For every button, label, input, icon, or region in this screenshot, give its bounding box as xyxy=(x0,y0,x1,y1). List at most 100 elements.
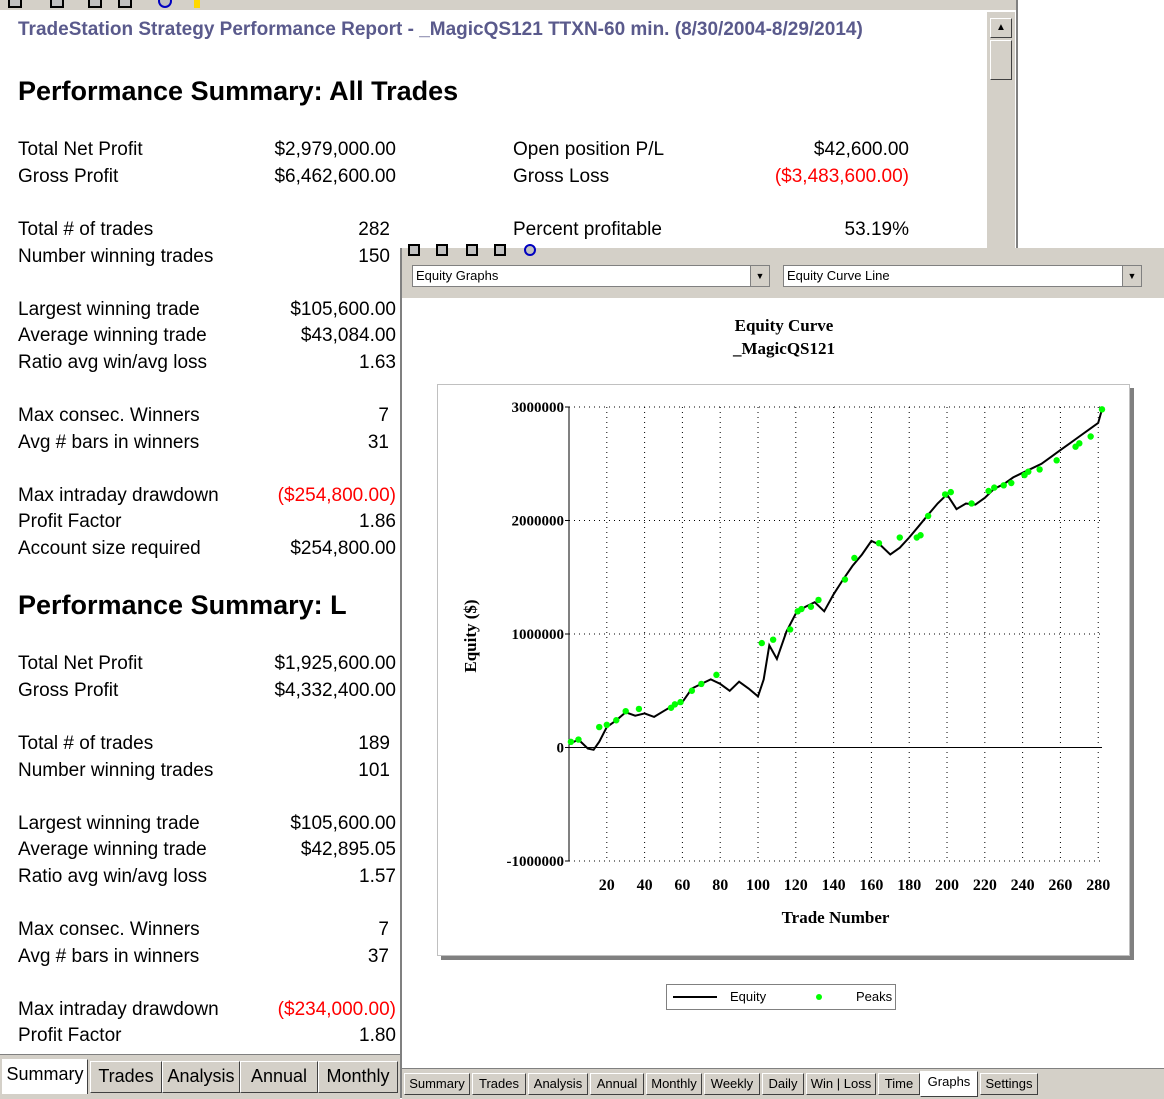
report-scrollbar[interactable]: ▲ xyxy=(986,12,1015,252)
toolbar-icon[interactable] xyxy=(494,244,506,256)
chart-frame: -1000000 0 1000000 2000000 3000000 20 40 60 80 10… xyxy=(437,384,1130,956)
section-heading-all-trades: Performance Summary: All Trades xyxy=(18,76,459,106)
scroll-up-icon[interactable]: ▲ xyxy=(990,18,1012,38)
peak-point xyxy=(603,721,611,728)
peak-point xyxy=(758,639,765,647)
label-long-total-trades: Total # of trades xyxy=(18,733,154,754)
toolbar-icon[interactable] xyxy=(118,0,132,8)
peak-point xyxy=(1000,482,1007,489)
chart-title-text: Equity Curve xyxy=(734,316,834,335)
value-average-winning-trade: $43,084.00 xyxy=(300,325,396,346)
x-tick-label: 80 xyxy=(712,877,728,894)
label-profit-factor: Profit Factor xyxy=(18,511,122,532)
graphs-tab-daily[interactable]: Daily xyxy=(762,1073,804,1095)
x-tick-label: 220 xyxy=(973,877,997,894)
graphs-tab-annual[interactable]: Annual xyxy=(590,1073,644,1095)
toolbar-icon[interactable] xyxy=(50,0,64,8)
report-tab-annual[interactable]: Annual xyxy=(240,1061,318,1093)
value-long-largest-winning-trade: $105,600.00 xyxy=(290,813,396,834)
x-tick-label: 160 xyxy=(859,877,883,894)
report-title: TradeStation Strategy Performance Report… xyxy=(18,19,863,40)
report-tab-bar: Summary Trades Analysis Annual Monthly xyxy=(0,1054,400,1099)
value-long-gross-profit: $4,332,400.00 xyxy=(274,680,396,701)
label-account-size: Account size required xyxy=(18,538,201,559)
y-tick-label: 2000000 xyxy=(512,514,565,530)
x-tick-label: 180 xyxy=(897,877,921,894)
graph-type-select[interactable]: Equity Graphs ▼ xyxy=(412,265,770,287)
graphs-tab-analysis[interactable]: Analysis xyxy=(528,1073,588,1095)
peak-point xyxy=(677,698,684,706)
help-icon[interactable] xyxy=(524,244,536,256)
peak-point xyxy=(713,671,720,679)
y-tick-label: 1000000 xyxy=(512,627,565,643)
value-max-intraday-drawdown: ($254,800.00) xyxy=(277,485,396,506)
toolbar-icon[interactable] xyxy=(466,244,478,256)
value-long-ratio-win-loss: 1.57 xyxy=(359,866,396,887)
peak-point xyxy=(1098,406,1106,413)
value-long-average-winning-trade: $42,895.05 xyxy=(300,839,396,860)
graphs-tab-summary[interactable]: Summary xyxy=(404,1073,470,1095)
graphs-tab-graphs[interactable]: Graphs xyxy=(920,1071,978,1097)
lightbulb-icon[interactable] xyxy=(194,0,200,8)
x-tick-label: 100 xyxy=(746,877,770,894)
peak-point xyxy=(698,680,705,688)
report-tab-monthly[interactable]: Monthly xyxy=(318,1061,398,1093)
label-long-largest-winning-trade: Largest winning trade xyxy=(18,813,200,834)
report-toolbar xyxy=(0,0,1016,10)
toolbar-icon[interactable] xyxy=(88,0,102,8)
label-open-position-pl: Open position P/L xyxy=(513,139,665,160)
label-percent-profitable: Percent profitable xyxy=(513,219,662,240)
scroll-thumb[interactable] xyxy=(990,40,1012,80)
peak-point xyxy=(941,491,949,498)
peak-point xyxy=(1076,440,1083,447)
value-long-avg-bars-winners: 37 xyxy=(367,946,389,967)
chart-legend: Equity Peaks xyxy=(666,984,896,1010)
peak-point xyxy=(1008,479,1015,487)
value-gross-profit: $6,462,600.00 xyxy=(274,166,396,187)
value-open-position-pl: $42,600.00 xyxy=(813,139,909,160)
x-axis-label: Trade Number xyxy=(782,908,890,927)
value-largest-winning-trade: $105,600.00 xyxy=(290,299,396,320)
peak-point xyxy=(1036,466,1043,473)
peak-point xyxy=(991,484,998,491)
peak-point xyxy=(798,605,805,613)
chevron-down-icon[interactable]: ▼ xyxy=(750,266,769,286)
toolbar-icon[interactable] xyxy=(408,244,420,256)
report-tab-analysis[interactable]: Analysis xyxy=(162,1061,240,1093)
toolbar-icon[interactable] xyxy=(436,244,448,256)
graph-style-select[interactable]: Equity Curve Line ▼ xyxy=(783,265,1142,287)
peak-point xyxy=(769,636,777,643)
value-total-net-profit: $2,979,000.00 xyxy=(274,139,396,160)
graphs-tab-weekly[interactable]: Weekly xyxy=(704,1073,760,1095)
graphs-tab-monthly[interactable]: Monthly xyxy=(646,1073,702,1095)
legend-peaks-label: Peaks xyxy=(856,989,893,1004)
graphs-tab-time[interactable]: Time xyxy=(878,1073,920,1095)
value-profit-factor: 1.86 xyxy=(359,511,396,532)
value-ratio-win-loss: 1.63 xyxy=(359,352,396,373)
legend-peaks-swatch xyxy=(816,994,822,1000)
chevron-down-icon[interactable]: ▼ xyxy=(1122,266,1141,286)
graphs-tab-trades[interactable]: Trades xyxy=(472,1073,526,1095)
peak-point xyxy=(1053,457,1060,464)
equity-series-line xyxy=(568,409,1103,751)
report-tab-summary[interactable]: Summary xyxy=(2,1059,88,1094)
peak-point xyxy=(567,738,575,746)
peak-point xyxy=(875,540,883,547)
peak-point xyxy=(815,596,822,604)
label-long-gross-profit: Gross Profit xyxy=(18,680,119,701)
label-long-average-winning-trade: Average winning trade xyxy=(18,839,207,860)
graphs-tab-settings[interactable]: Settings xyxy=(980,1073,1038,1095)
report-tab-trades[interactable]: Trades xyxy=(90,1061,162,1093)
toolbar-icon[interactable] xyxy=(8,0,22,8)
label-gross-profit: Gross Profit xyxy=(18,166,119,187)
peak-point xyxy=(851,554,858,562)
value-long-total-net-profit: $1,925,600.00 xyxy=(274,653,396,674)
chart-subtitle-text: _MagicQS121 xyxy=(733,339,835,358)
equity-curve-chart: -1000000 0 1000000 2000000 3000000 20 40 60 80 10… xyxy=(461,400,1110,927)
peak-point xyxy=(786,626,794,633)
peak-point xyxy=(596,723,603,731)
value-total-trades: 282 xyxy=(358,219,390,240)
graphs-tab-win-loss[interactable]: Win | Loss xyxy=(806,1073,876,1095)
peak-point xyxy=(924,512,932,520)
help-icon[interactable] xyxy=(158,0,172,8)
